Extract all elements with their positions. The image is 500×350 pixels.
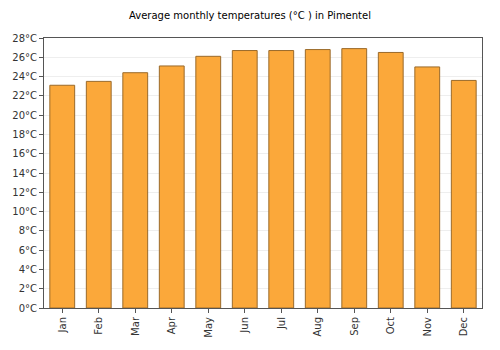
svg-text:10°C: 10°C [12,206,37,217]
svg-text:28°C: 28°C [12,33,37,44]
svg-text:Mar: Mar [130,316,141,336]
svg-text:22°C: 22°C [12,90,37,101]
svg-text:6°C: 6°C [19,245,37,256]
svg-text:0°C: 0°C [19,303,37,314]
svg-text:8°C: 8°C [19,225,37,236]
svg-text:Oct: Oct [385,317,396,334]
svg-text:2°C: 2°C [19,283,37,294]
svg-text:12°C: 12°C [12,187,37,198]
svg-text:Aug: Aug [312,317,323,337]
svg-text:Average monthly temperatures (: Average monthly temperatures (°C ) in Pi… [129,10,371,21]
svg-text:Feb: Feb [93,317,104,335]
svg-text:Jul: Jul [276,317,287,330]
svg-text:Nov: Nov [422,317,433,337]
svg-text:16°C: 16°C [12,148,37,159]
svg-text:Apr: Apr [166,316,177,334]
svg-text:Jan: Jan [57,317,68,333]
svg-text:4°C: 4°C [19,264,37,275]
svg-text:May: May [203,317,214,338]
svg-text:Sep: Sep [349,317,360,336]
svg-text:24°C: 24°C [12,71,37,82]
svg-text:14°C: 14°C [12,168,37,179]
svg-text:26°C: 26°C [12,52,37,63]
svg-text:20°C: 20°C [12,110,37,121]
svg-text:Dec: Dec [458,317,469,336]
svg-text:18°C: 18°C [12,129,37,140]
svg-text:Jun: Jun [239,317,250,334]
